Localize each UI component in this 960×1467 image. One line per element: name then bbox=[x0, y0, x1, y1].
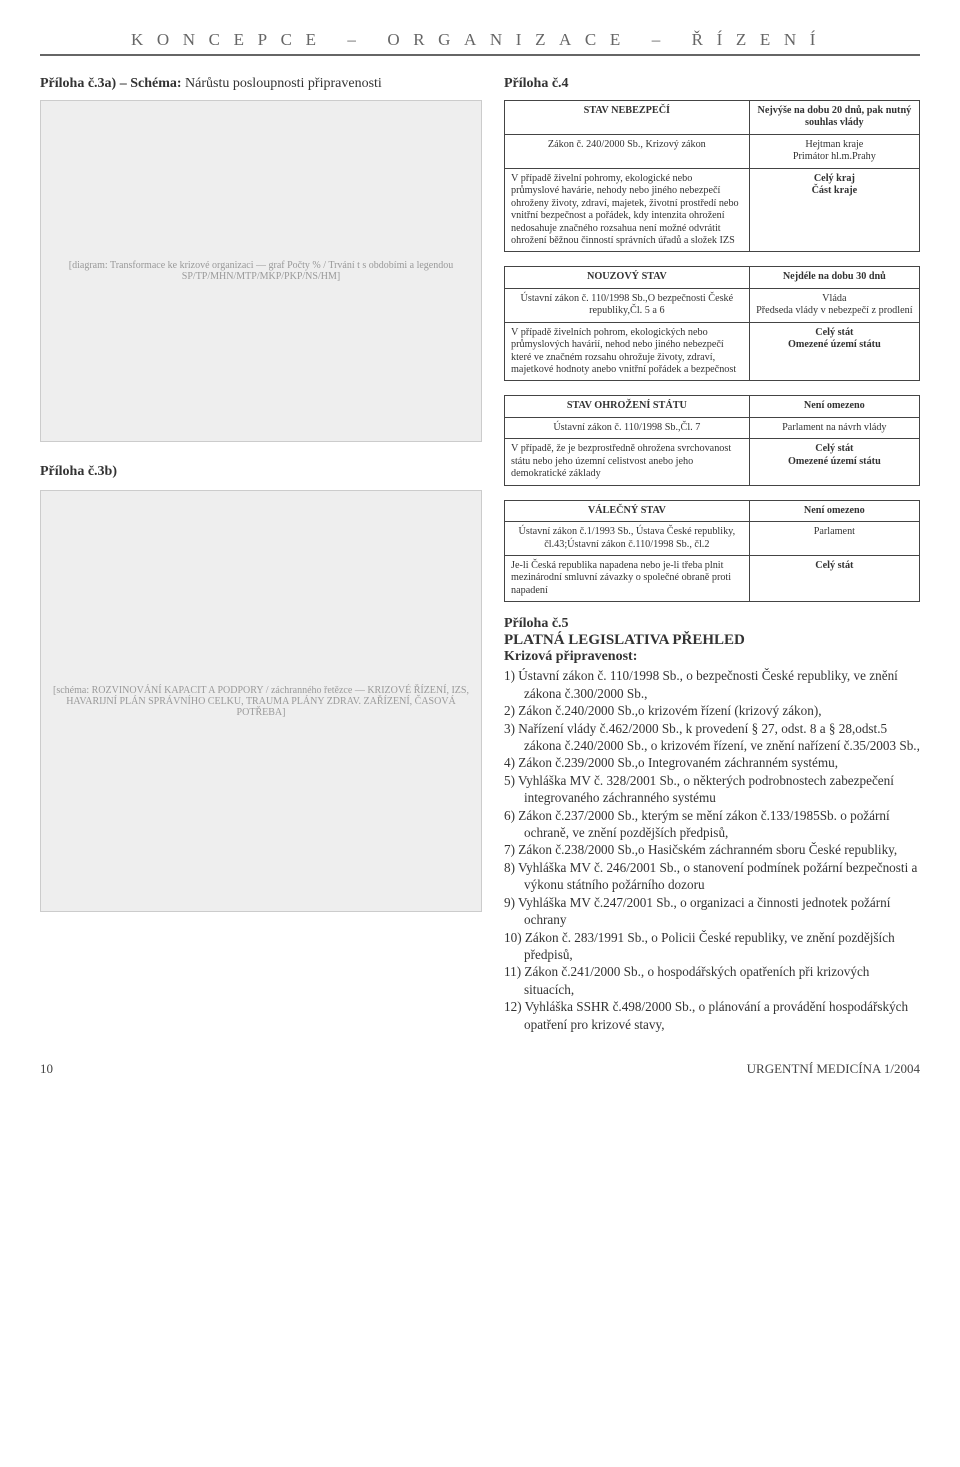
state-cell: Ústavní zákon č. 110/1998 Sb.,O bezpečno… bbox=[505, 289, 749, 322]
p5-heading: Příloha č.5 bbox=[504, 616, 920, 632]
p5-subheading-1: PLATNÁ LEGISLATIVA PŘEHLED bbox=[504, 632, 920, 649]
legislation-item: 1) Ústavní zákon č. 110/1998 Sb., o bezp… bbox=[504, 667, 920, 702]
state-cell: Celý státOmezené území státu bbox=[749, 439, 919, 484]
state-cell: VládaPředseda vlády v nebezpečí z prodle… bbox=[749, 289, 919, 322]
diagram-3a-placeholder: [diagram: Transformace ke krizové organi… bbox=[40, 100, 482, 442]
diagram-3b-placeholder: [schéma: ROZVINOVÁNÍ KAPACIT A PODPORY /… bbox=[40, 490, 482, 912]
state-cell: Celý státOmezené území státu bbox=[749, 323, 919, 381]
state-cell: Je-li Česká republika napadena nebo je-l… bbox=[505, 556, 749, 601]
state-cell: Zákon č. 240/2000 Sb., Krizový zákon bbox=[505, 135, 749, 168]
state-cell: Celý stát bbox=[749, 556, 919, 601]
legislation-item: 10) Zákon č. 283/1991 Sb., o Policii Čes… bbox=[504, 929, 920, 964]
state-cell: Hejtman krajePrimátor hl.m.Prahy bbox=[749, 135, 919, 168]
page-header: KONCEPCE – ORGANIZACE – ŘÍZENÍ bbox=[40, 30, 920, 56]
title-4: Příloha č.4 bbox=[504, 76, 920, 92]
state-cell: V případě, že je bezprostředně ohrožena … bbox=[505, 439, 749, 484]
legislation-item: 5) Vyhláška MV č. 328/2001 Sb., o někter… bbox=[504, 772, 920, 807]
states-tables: STAV NEBEZPEČÍNejvýše na dobu 20 dnů, pa… bbox=[504, 100, 920, 602]
legislation-item: 7) Zákon č.238/2000 Sb.,o Hasičském zách… bbox=[504, 841, 920, 858]
state-cell: Nejdéle na dobu 30 dnů bbox=[749, 267, 919, 287]
state-cell: Parlament na návrh vlády bbox=[749, 418, 919, 438]
title-3a: Příloha č.3a) – Schéma: Nárůstu posloupn… bbox=[40, 76, 480, 92]
state-cell: VÁLEČNÝ STAV bbox=[505, 501, 749, 521]
legislation-item: 4) Zákon č.239/2000 Sb.,o Integrovaném z… bbox=[504, 754, 920, 771]
legislation-item: 6) Zákon č.237/2000 Sb., kterým se mění … bbox=[504, 807, 920, 842]
state-cell: Ústavní zákon č.1/1993 Sb., Ústava České… bbox=[505, 522, 749, 555]
title-3b: Příloha č.3b) bbox=[40, 464, 480, 480]
state-cell: Nejvýše na dobu 20 dnů, pak nutný souhla… bbox=[749, 101, 919, 134]
legislation-item: 12) Vyhláška SSHR č.498/2000 Sb., o plán… bbox=[504, 998, 920, 1033]
p5-subheading-2: Krizová připravenost: bbox=[504, 649, 920, 665]
state-table: STAV OHROŽENÍ STÁTUNení omezenoÚstavní z… bbox=[504, 395, 920, 485]
page-footer: 10 URGENTNÍ MEDICÍNA 1/2004 bbox=[40, 1061, 920, 1077]
legislation-item: 2) Zákon č.240/2000 Sb.,o krizovém řízen… bbox=[504, 702, 920, 719]
legislation-item: 9) Vyhláška MV č.247/2001 Sb., o organiz… bbox=[504, 894, 920, 929]
state-cell: NOUZOVÝ STAV bbox=[505, 267, 749, 287]
legislation-item: 8) Vyhláška MV č. 246/2001 Sb., o stanov… bbox=[504, 859, 920, 894]
state-table: STAV NEBEZPEČÍNejvýše na dobu 20 dnů, pa… bbox=[504, 100, 920, 252]
state-cell: STAV NEBEZPEČÍ bbox=[505, 101, 749, 134]
state-cell: V případě živelních pohrom, ekologických… bbox=[505, 323, 749, 381]
page-number: 10 bbox=[40, 1061, 53, 1077]
state-cell: Celý krajČást kraje bbox=[749, 169, 919, 252]
legislation-item: 11) Zákon č.241/2000 Sb., o hospodářskýc… bbox=[504, 963, 920, 998]
state-table: NOUZOVÝ STAVNejdéle na dobu 30 dnůÚstavn… bbox=[504, 266, 920, 381]
state-table: VÁLEČNÝ STAVNení omezenoÚstavní zákon č.… bbox=[504, 500, 920, 603]
state-cell: Parlament bbox=[749, 522, 919, 555]
state-cell: Není omezeno bbox=[749, 501, 919, 521]
state-cell: Ústavní zákon č. 110/1998 Sb.,Čl. 7 bbox=[505, 418, 749, 438]
legislation-list: 1) Ústavní zákon č. 110/1998 Sb., o bezp… bbox=[504, 667, 920, 1033]
issue-label: URGENTNÍ MEDICÍNA 1/2004 bbox=[747, 1061, 920, 1077]
state-cell: Není omezeno bbox=[749, 396, 919, 416]
state-cell: STAV OHROŽENÍ STÁTU bbox=[505, 396, 749, 416]
legislation-item: 3) Nařízení vlády č.462/2000 Sb., k prov… bbox=[504, 720, 920, 755]
state-cell: V případě živelní pohromy, ekologické ne… bbox=[505, 169, 749, 252]
